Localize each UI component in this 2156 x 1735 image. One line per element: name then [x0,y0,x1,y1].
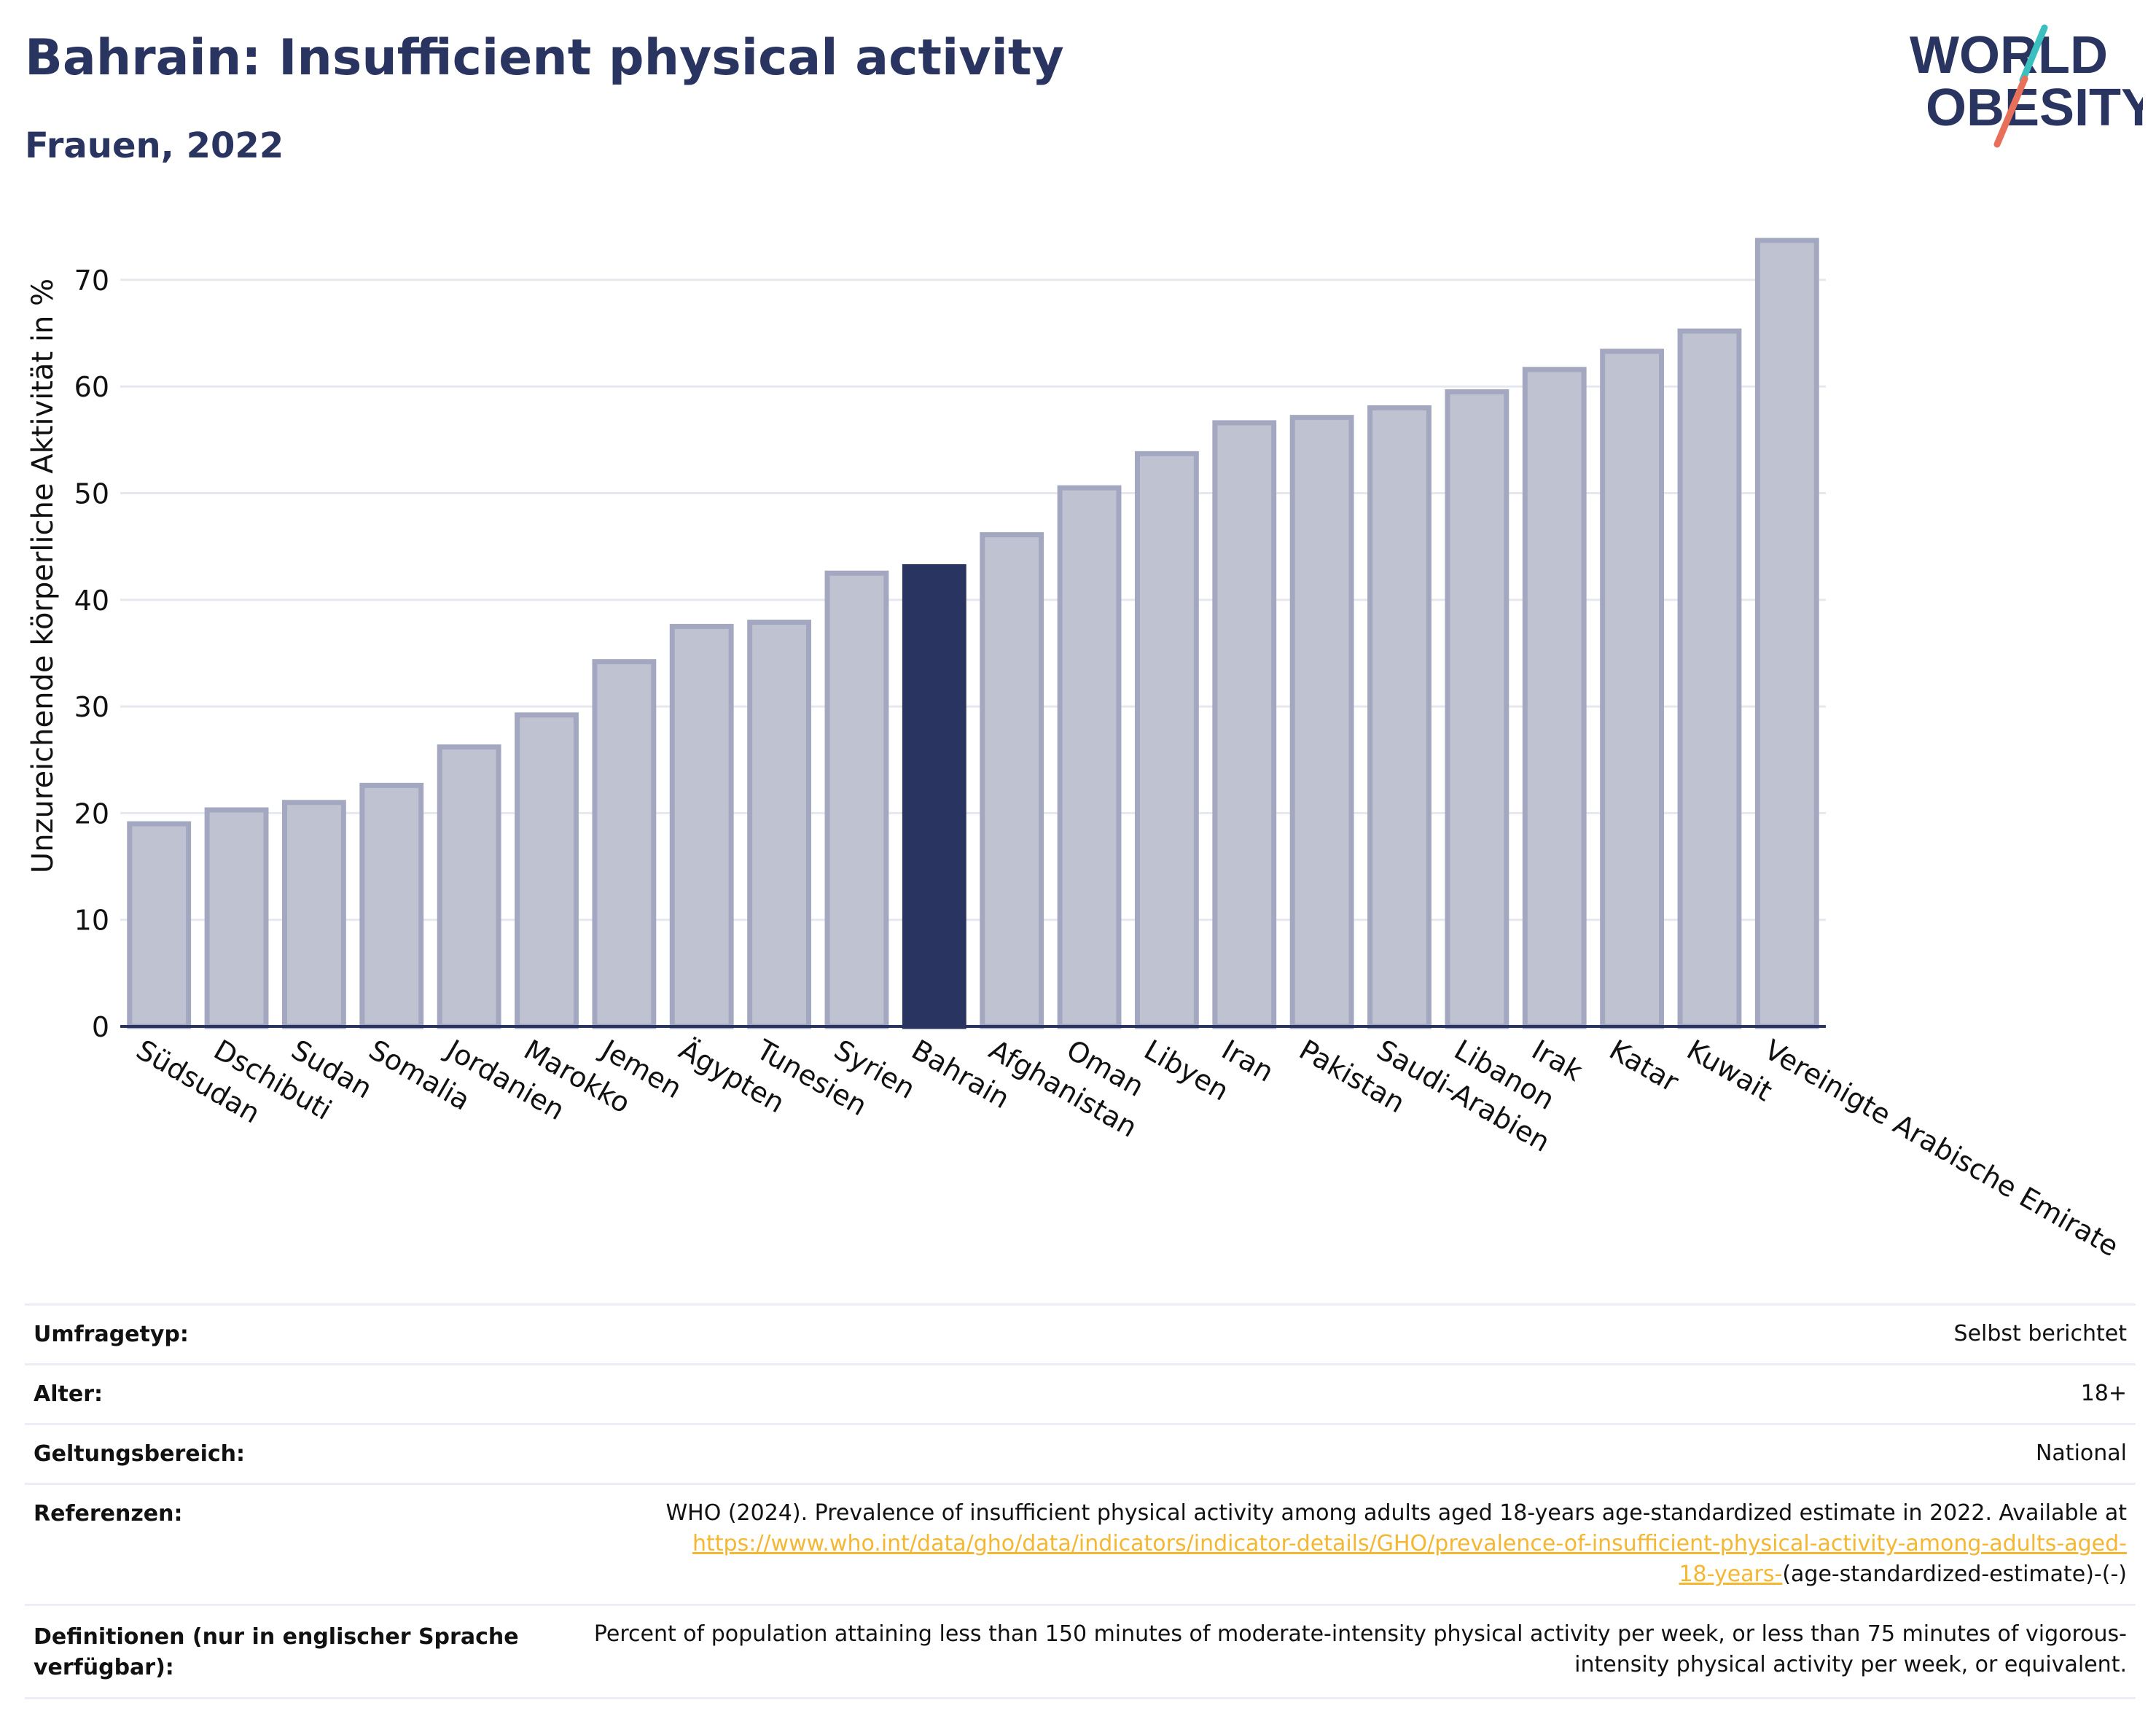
y-tick-label: 70 [74,265,109,297]
y-tick-label: 60 [74,371,109,403]
references-suffix: (age-standardized-estimate)-(-) [1782,1562,2127,1587]
scope-label: Geltungsbereich: [25,1423,558,1484]
scope-value: National [558,1423,2136,1484]
logo-line-obesity: OBESITY [1926,79,2143,137]
bar-südsudan[interactable] [127,821,192,1029]
logo-slash-teal-icon [2019,24,2048,84]
bar-iran[interactable] [1212,420,1277,1029]
bar-libanon[interactable] [1445,389,1509,1029]
bar-oman[interactable] [1057,485,1122,1029]
metadata-table: Umfragetyp: Selbst berichtet Alter: 18+ … [25,1303,2136,1699]
references-label: Referenzen: [25,1483,558,1605]
who-reference-link-cont[interactable]: 18-years- [1679,1562,1783,1587]
bar-marokko[interactable] [515,712,579,1029]
x-tick-label: Vereinigte Arabische Emirate [1759,1034,2124,1263]
meta-row-age: Alter: 18+ [25,1363,2136,1424]
references-value: WHO (2024). Prevalence of insufficient p… [558,1483,2136,1605]
y-tick-label: 30 [74,691,109,723]
bar-katar[interactable] [1600,348,1665,1029]
logo-slash-coral-icon [1993,75,2028,148]
bar-tunesien[interactable] [747,620,812,1029]
bar-libyen[interactable] [1134,451,1199,1029]
meta-row-scope: Geltungsbereich: National [25,1423,2136,1484]
meta-row-definitions: Definitionen (nur in englischer Sprache … [25,1604,2136,1699]
survey-type-value: Selbst berichtet [558,1303,2136,1365]
y-tick-label: 20 [74,798,109,830]
definitions-value: Percent of population attaining less tha… [558,1604,2136,1699]
age-label: Alter: [25,1363,558,1424]
bar-jordanien[interactable] [437,744,501,1029]
y-tick-label: 0 [92,1011,109,1043]
world-obesity-logo: WORLD OBESITY [1910,24,2143,148]
bars [127,238,1819,1029]
bar-chart: 010203040506070SüdsudanDschibutiSudanSom… [26,238,2124,1263]
x-tick-label: Kuwait [1682,1034,1778,1108]
chart-title: Bahrain: Insufficient physical activity [25,29,1064,87]
bar-ägypten[interactable] [669,623,734,1029]
bar-jemen[interactable] [592,659,657,1029]
survey-type-label: Umfragetyp: [25,1303,558,1365]
logo-line-world: WORLD [1910,26,2108,85]
x-tick-label: Libyen [1138,1034,1234,1107]
meta-row-survey: Umfragetyp: Selbst berichtet [25,1303,2136,1365]
definitions-label: Definitionen (nur in englischer Sprache … [25,1604,558,1699]
y-tick-label: 40 [74,585,109,617]
bar-sudan[interactable] [281,800,346,1029]
bar-syrien[interactable] [824,570,889,1029]
y-axis-label: Unzureichende körperliche Aktivität in % [26,278,60,873]
age-value: 18+ [558,1363,2136,1424]
bar-pakistan[interactable] [1289,415,1354,1029]
bar-dschibuti[interactable] [204,807,269,1029]
references-text: WHO (2024). Prevalence of insufficient p… [665,1500,2127,1526]
bar-irak[interactable] [1522,367,1587,1029]
bar-kuwait[interactable] [1677,328,1742,1029]
bar-afghanistan[interactable] [980,532,1044,1029]
bar-vereinigte-arabische-emirate[interactable] [1754,238,1819,1029]
x-tick-label: Katar [1604,1034,1684,1099]
y-tick-label: 10 [74,905,109,937]
chart-subtitle: Frauen, 2022 [25,125,284,166]
who-reference-link[interactable]: https://www.who.int/data/gho/data/indica… [692,1531,2127,1556]
bar-bahrain[interactable] [902,564,966,1029]
meta-row-references: Referenzen: WHO (2024). Prevalence of in… [25,1483,2136,1605]
bar-somalia[interactable] [359,782,424,1029]
y-tick-label: 50 [74,478,109,510]
bar-saudi-arabien[interactable] [1367,405,1432,1029]
